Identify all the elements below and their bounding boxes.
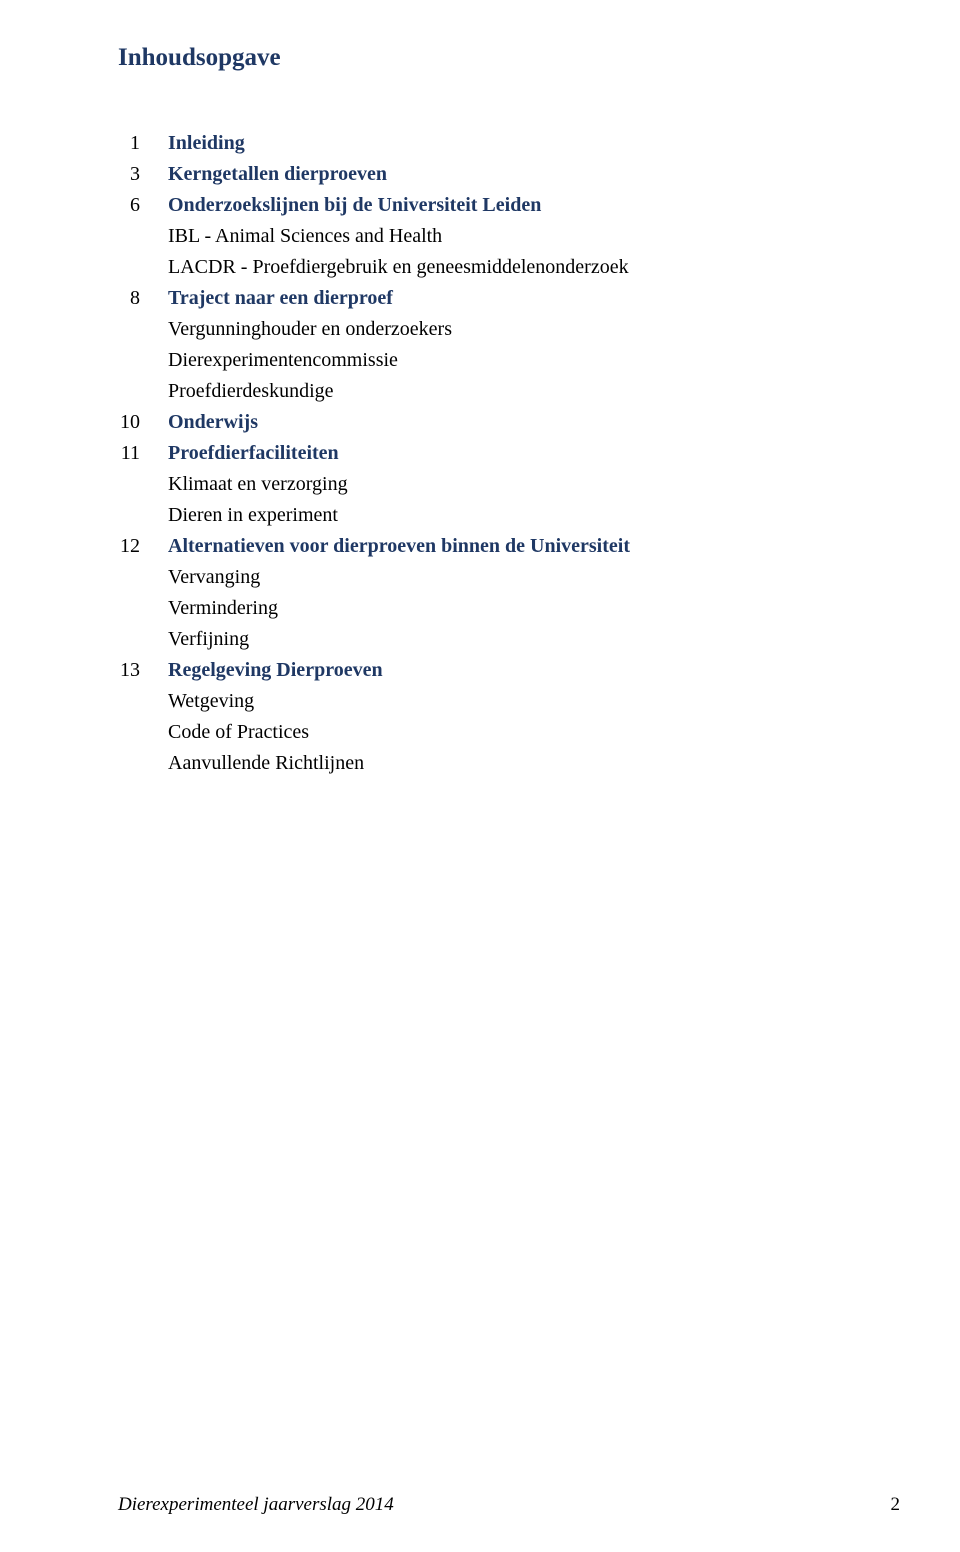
toc-entry: Dieren in experiment — [118, 500, 842, 531]
toc-subentry: Aanvullende Richtlijnen — [168, 748, 842, 779]
page-content: Inhoudsopgave 1Inleiding3Kerngetallen di… — [0, 0, 960, 779]
toc-heading: Onderwijs — [168, 407, 842, 438]
toc-entry: Proefdierdeskundige — [118, 376, 842, 407]
toc-entry: Wetgeving — [118, 686, 842, 717]
toc-entry: 10Onderwijs — [118, 407, 842, 438]
toc-entry: 1Inleiding — [118, 128, 842, 159]
footer-doc-title: Dierexperimenteel jaarverslag 2014 — [118, 1494, 394, 1516]
toc-entry: Klimaat en verzorging — [118, 469, 842, 500]
toc-entry: Vervanging — [118, 562, 842, 593]
toc-subentry: Wetgeving — [168, 686, 842, 717]
toc-page-number: 6 — [118, 190, 168, 221]
toc-entry: 8Traject naar een dierproef — [118, 283, 842, 314]
toc-entry: 12Alternatieven voor dierproeven binnen … — [118, 531, 842, 562]
toc-page-number: 1 — [118, 128, 168, 159]
toc-heading: Alternatieven voor dierproeven binnen de… — [168, 531, 842, 562]
toc-subentry: Dieren in experiment — [168, 500, 842, 531]
toc-heading: Proefdierfaciliteiten — [168, 438, 842, 469]
toc-heading: Regelgeving Dierproeven — [168, 655, 842, 686]
toc-entry: 11Proefdierfaciliteiten — [118, 438, 842, 469]
toc-heading: Onderzoekslijnen bij de Universiteit Lei… — [168, 190, 842, 221]
toc-subentry: Dierexperimentencommissie — [168, 345, 842, 376]
footer-page-number: 2 — [891, 1494, 901, 1516]
toc-subentry: Klimaat en verzorging — [168, 469, 842, 500]
toc-subentry: Verfijning — [168, 624, 842, 655]
toc-entry: IBL - Animal Sciences and Health — [118, 221, 842, 252]
toc-page-number: 13 — [118, 655, 168, 686]
toc-heading: Traject naar een dierproef — [168, 283, 842, 314]
table-of-contents: 1Inleiding3Kerngetallen dierproeven6Onde… — [118, 128, 842, 779]
toc-entry: 13Regelgeving Dierproeven — [118, 655, 842, 686]
toc-entry: 3Kerngetallen dierproeven — [118, 159, 842, 190]
toc-subentry: Vergunninghouder en onderzoekers — [168, 314, 842, 345]
toc-entry: Code of Practices — [118, 717, 842, 748]
toc-page-number: 12 — [118, 531, 168, 562]
toc-title: Inhoudsopgave — [118, 44, 842, 72]
toc-page-number: 3 — [118, 159, 168, 190]
page-footer: Dierexperimenteel jaarverslag 2014 2 — [118, 1494, 900, 1516]
toc-page-number: 8 — [118, 283, 168, 314]
toc-entry: 6Onderzoekslijnen bij de Universiteit Le… — [118, 190, 842, 221]
toc-entry: Verfijning — [118, 624, 842, 655]
toc-heading: Kerngetallen dierproeven — [168, 159, 842, 190]
toc-heading: Inleiding — [168, 128, 842, 159]
toc-subentry: LACDR - Proefdiergebruik en geneesmiddel… — [168, 252, 842, 283]
toc-subentry: IBL - Animal Sciences and Health — [168, 221, 842, 252]
toc-page-number: 10 — [118, 407, 168, 438]
toc-subentry: Vermindering — [168, 593, 842, 624]
toc-entry: Aanvullende Richtlijnen — [118, 748, 842, 779]
toc-entry: Vermindering — [118, 593, 842, 624]
toc-subentry: Proefdierdeskundige — [168, 376, 842, 407]
toc-entry: Dierexperimentencommissie — [118, 345, 842, 376]
toc-entry: Vergunninghouder en onderzoekers — [118, 314, 842, 345]
toc-subentry: Vervanging — [168, 562, 842, 593]
toc-entry: LACDR - Proefdiergebruik en geneesmiddel… — [118, 252, 842, 283]
toc-subentry: Code of Practices — [168, 717, 842, 748]
toc-page-number: 11 — [118, 438, 168, 469]
